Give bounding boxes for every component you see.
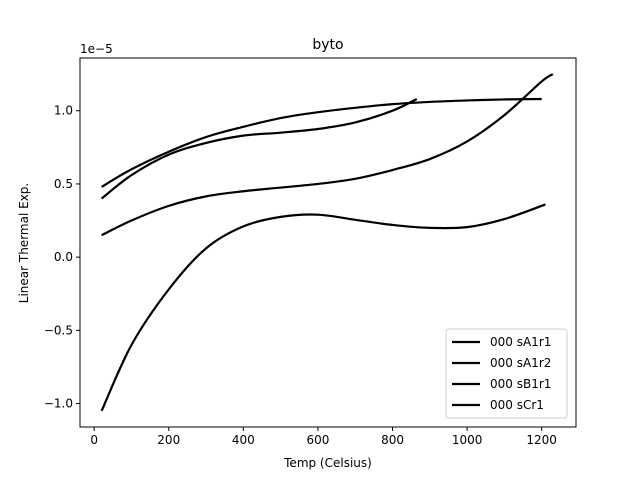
plot-frame <box>79 57 577 428</box>
y-tick-label: −1.0 <box>44 397 73 411</box>
series-line-1 <box>101 97 542 188</box>
series-line-2 <box>100 98 418 200</box>
legend-label: 000 sA1r2 <box>490 356 551 370</box>
axes-layer: 0 200 400 600 800 1000 1200 −1.0 −0.5 0.0 0.5 1.0 <box>44 57 577 447</box>
x-tick-label: 1000 <box>452 433 483 447</box>
x-tick-label: 600 <box>306 433 329 447</box>
y-tick-label: 0.5 <box>54 177 73 191</box>
legend-label: 000 sCr1 <box>490 398 544 412</box>
legend-label: 000 sB1r1 <box>490 377 551 391</box>
x-tick-label: 800 <box>381 433 404 447</box>
legend: 000 sA1r1 000 sA1r2 000 sB1r1 000 sCr1 <box>445 328 568 419</box>
y-tick-label: −0.5 <box>44 323 73 337</box>
series-layer <box>100 73 554 412</box>
x-tick-label: 200 <box>157 433 180 447</box>
x-axis-label: Temp (Celsius) <box>283 456 372 470</box>
series-line-4 <box>100 203 546 412</box>
legend-box <box>445 328 568 419</box>
chart-title: byto <box>312 37 343 53</box>
y-axis-label: Linear Thermal Exp. <box>17 183 31 303</box>
x-tick-label: 0 <box>90 433 98 447</box>
legend-label: 000 sA1r1 <box>490 335 551 349</box>
x-tick-label: 1200 <box>526 433 557 447</box>
series-line-3 <box>101 73 554 237</box>
x-tick-label: 400 <box>232 433 255 447</box>
y-axis-scale-label: 1e−5 <box>80 42 113 56</box>
y-tick-label: 0.0 <box>54 250 73 264</box>
y-tick-label: 1.0 <box>54 104 73 118</box>
